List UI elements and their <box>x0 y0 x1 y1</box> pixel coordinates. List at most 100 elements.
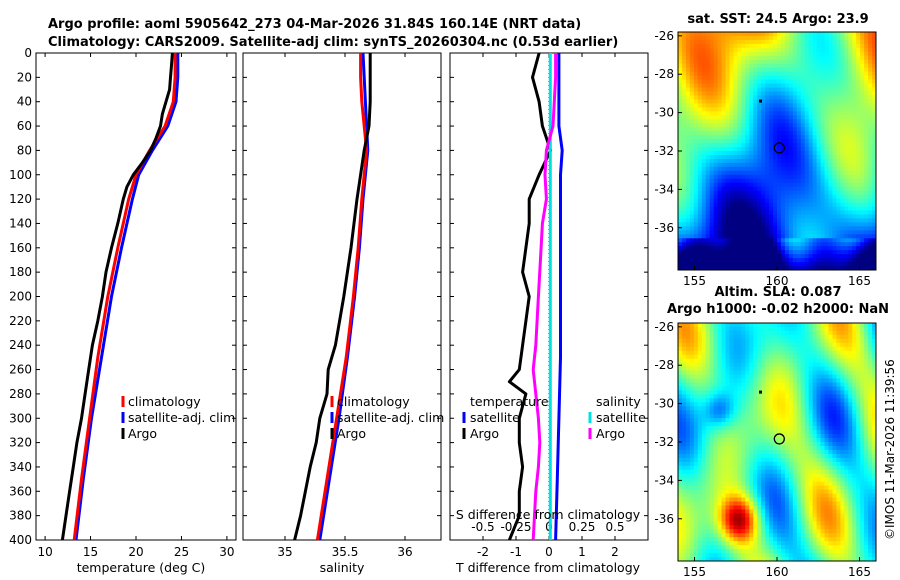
map-cell <box>733 430 738 435</box>
map-cell <box>701 338 707 344</box>
map-cell <box>832 246 837 251</box>
map-cell <box>812 55 817 61</box>
map-cell <box>709 326 715 332</box>
map-cell <box>745 386 750 391</box>
map-cell <box>792 358 798 364</box>
map-cell <box>769 127 774 132</box>
map-cell <box>729 71 734 77</box>
map-cell <box>800 131 806 136</box>
map-cell <box>689 222 695 227</box>
map-cell <box>840 226 845 231</box>
map-cell <box>828 242 833 247</box>
map-cell <box>697 366 703 371</box>
map-cell <box>836 326 841 332</box>
map-cell <box>749 139 754 144</box>
map-cell <box>860 151 865 156</box>
map-cell <box>796 147 802 152</box>
map-cell <box>860 262 865 267</box>
map-cell <box>800 330 806 336</box>
map-cell <box>868 358 873 364</box>
map-cell <box>788 242 794 247</box>
map-cell <box>765 338 770 344</box>
map-cell <box>749 323 754 328</box>
map-cell <box>765 154 770 160</box>
map-cell <box>777 194 782 199</box>
map-cell <box>800 190 806 196</box>
map-cell <box>796 35 802 41</box>
map-cell <box>765 386 770 391</box>
map-cell <box>769 32 774 37</box>
map-cell <box>741 402 746 407</box>
map-cell <box>824 59 829 65</box>
map-cell <box>721 226 726 231</box>
map-cell <box>820 158 825 164</box>
map-cell <box>820 51 825 57</box>
map-cell <box>812 342 817 348</box>
map-cell <box>709 39 715 45</box>
map-cell <box>681 453 687 459</box>
map-cell <box>729 350 734 356</box>
map-cell <box>741 119 746 124</box>
map-cell <box>753 170 758 176</box>
map-cell <box>812 374 817 379</box>
map-cell <box>729 174 734 180</box>
map-cell <box>780 170 786 176</box>
map-cell <box>733 362 738 368</box>
map-cell <box>753 402 758 407</box>
map-cell <box>697 218 703 223</box>
map-cell <box>828 178 833 184</box>
map-cell <box>800 158 806 164</box>
map-cell <box>769 182 774 188</box>
map-cell <box>828 414 833 419</box>
map-cell <box>713 442 718 447</box>
map-cell <box>840 362 845 368</box>
map-cell <box>729 378 734 383</box>
map-cell <box>689 358 695 364</box>
map-cell <box>856 206 861 211</box>
map-cell <box>796 115 802 120</box>
map-cell <box>836 414 841 419</box>
map-cell <box>737 190 742 196</box>
map-cell <box>693 414 699 419</box>
map-cell <box>868 242 873 247</box>
map-cell <box>800 143 806 148</box>
map-cell <box>820 442 825 447</box>
map-cell <box>852 214 857 219</box>
map-cell <box>689 214 695 219</box>
map-cell <box>868 230 873 235</box>
map-cell <box>820 55 825 61</box>
map-cell <box>697 170 703 176</box>
map-cell <box>749 51 754 57</box>
map-cell <box>816 438 821 443</box>
map-cell <box>868 370 873 375</box>
map-cell <box>773 135 778 140</box>
map-cell <box>804 107 810 112</box>
map-cell <box>753 398 758 403</box>
map-cell <box>753 406 758 411</box>
map-cell <box>769 418 774 423</box>
map-cell <box>844 422 849 427</box>
map-cell <box>729 262 734 267</box>
map-cell <box>848 346 853 352</box>
map-cell <box>709 47 715 53</box>
map-cell <box>864 342 869 348</box>
map-cell <box>765 238 770 243</box>
map-cell <box>848 43 853 49</box>
map-cell <box>832 178 837 184</box>
map-cell <box>721 206 726 211</box>
map-cell <box>701 442 707 447</box>
map-cell <box>844 206 849 211</box>
map-cell <box>769 358 774 364</box>
map-cell <box>745 258 750 263</box>
map-cell <box>804 354 810 360</box>
map-cell <box>753 258 758 263</box>
map-cell <box>808 330 814 336</box>
map-cell <box>773 258 778 263</box>
map-cell <box>840 71 845 77</box>
map-cell <box>745 266 750 271</box>
map-cell <box>729 186 734 192</box>
map-cell <box>725 445 730 451</box>
map-cell <box>792 378 798 383</box>
map-cell <box>820 222 825 227</box>
map-cell <box>848 382 853 387</box>
